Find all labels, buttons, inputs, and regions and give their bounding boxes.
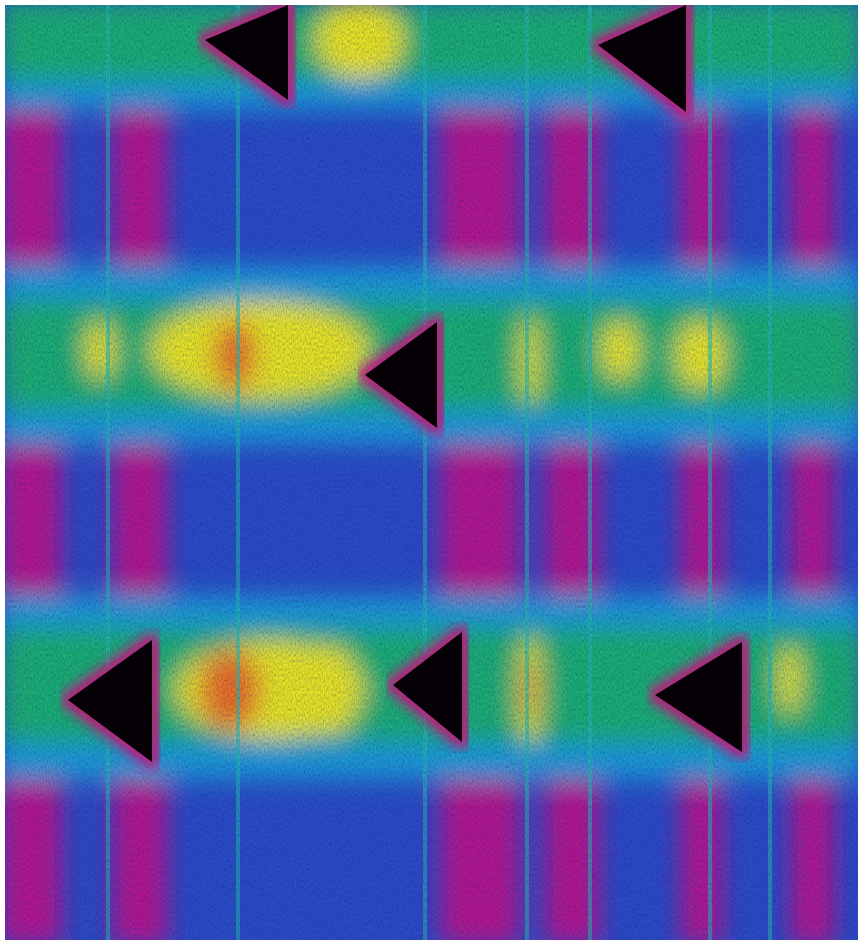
- false-color-image: [0, 0, 864, 943]
- page: (() => { const data = JSON.parse(documen…: [0, 0, 864, 943]
- grain: [5, 5, 858, 940]
- image-area: [0, 0, 864, 943]
